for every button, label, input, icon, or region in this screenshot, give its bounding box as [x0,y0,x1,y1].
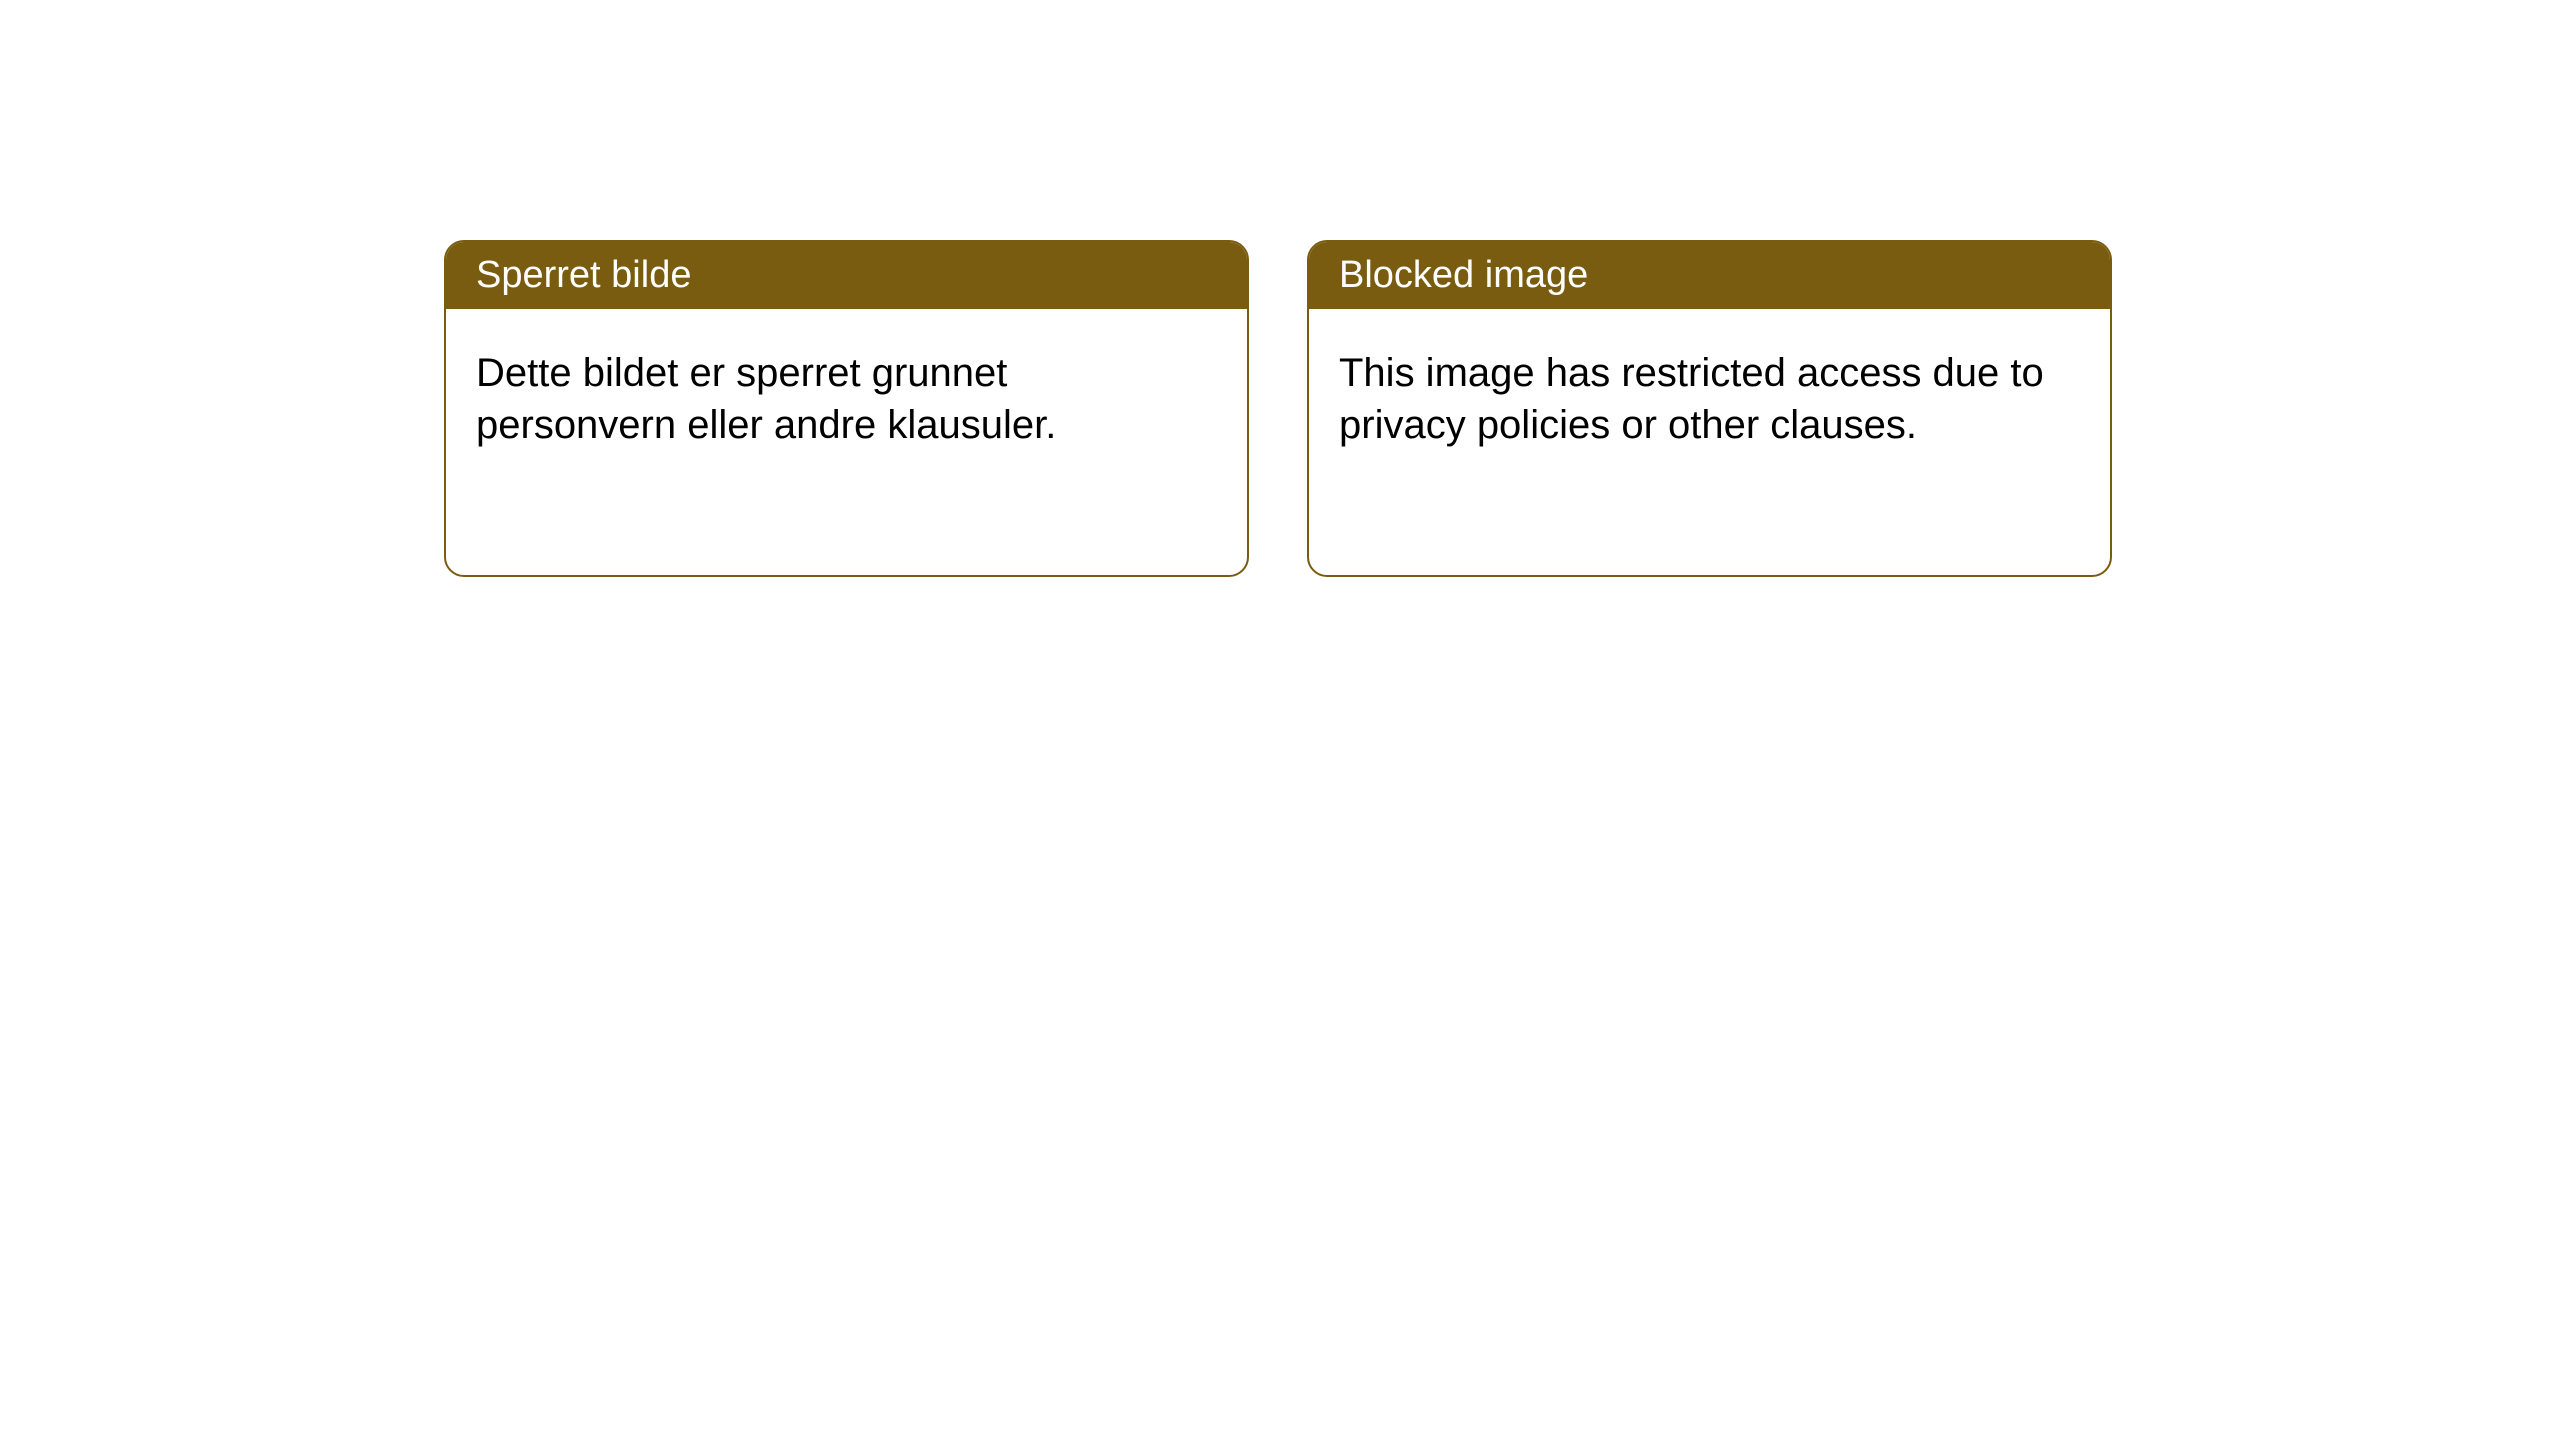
card-header: Blocked image [1309,242,2110,309]
notice-card-norwegian: Sperret bilde Dette bildet er sperret gr… [444,240,1249,577]
card-header: Sperret bilde [446,242,1247,309]
card-text: Dette bildet er sperret grunnet personve… [476,351,1056,447]
card-text: This image has restricted access due to … [1339,351,2044,447]
card-body: Dette bildet er sperret grunnet personve… [446,309,1247,489]
notice-container: Sperret bilde Dette bildet er sperret gr… [0,0,2560,577]
card-title: Sperret bilde [476,254,691,296]
notice-card-english: Blocked image This image has restricted … [1307,240,2112,577]
card-title: Blocked image [1339,254,1588,296]
card-body: This image has restricted access due to … [1309,309,2110,489]
